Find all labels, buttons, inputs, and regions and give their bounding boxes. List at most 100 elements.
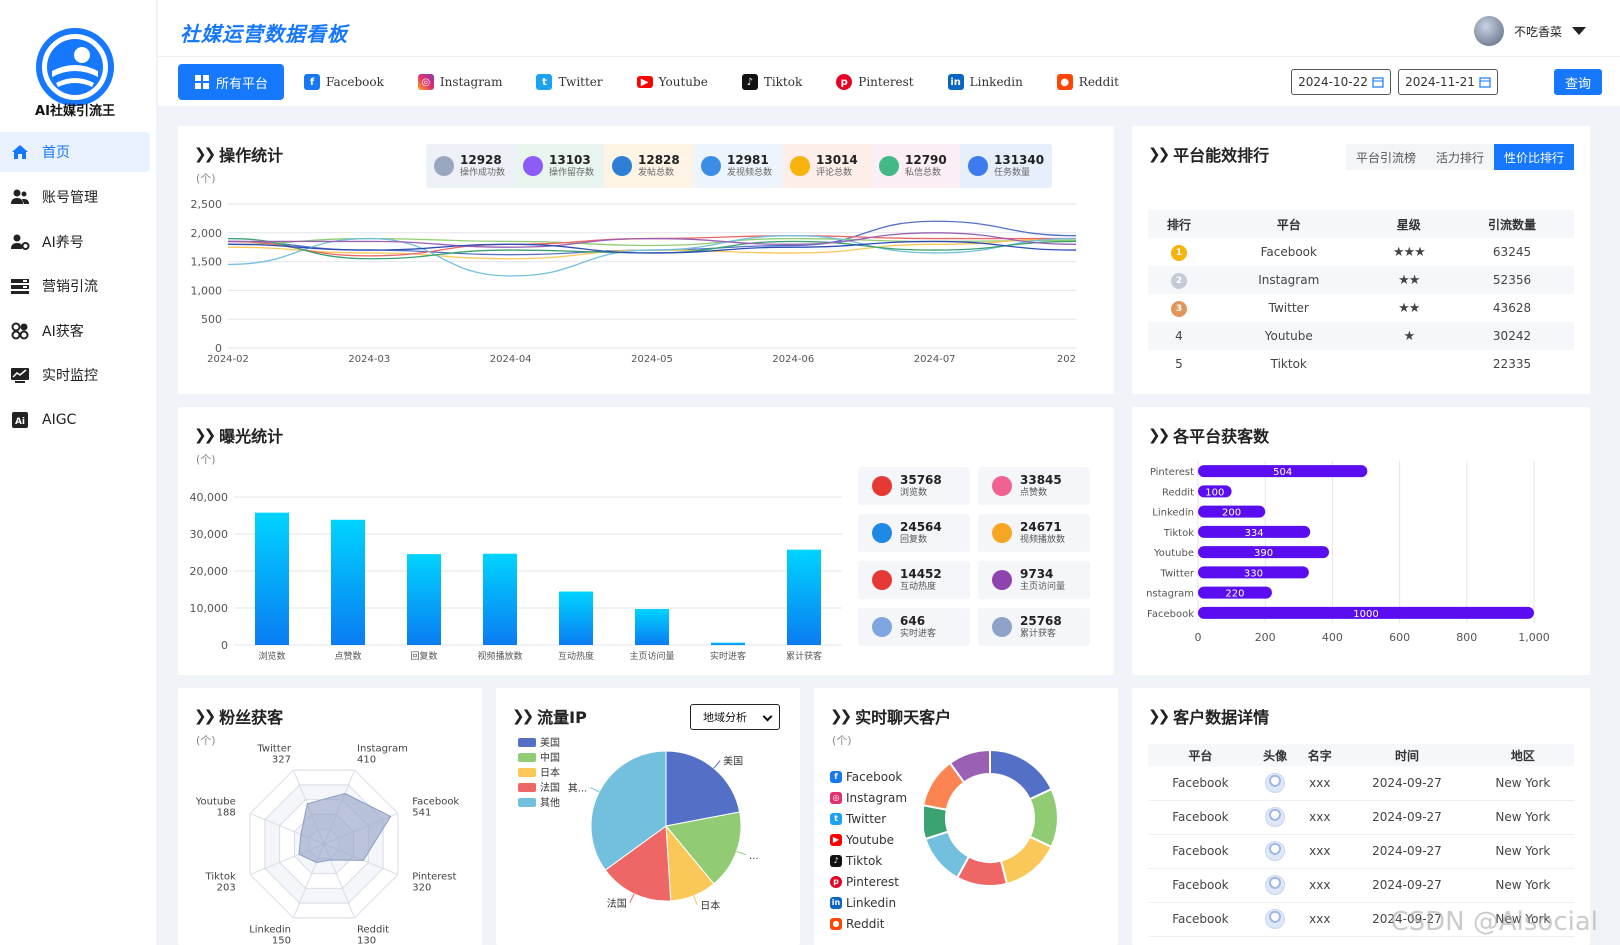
legend-item[interactable]: in Linkedin xyxy=(830,892,907,913)
ai-icon: Ai xyxy=(12,412,28,428)
stat-value: 12928 xyxy=(460,153,502,167)
legend-item[interactable]: ♪ Tiktok xyxy=(830,850,907,871)
bar-1 xyxy=(1198,586,1272,599)
sidebar-item-home[interactable]: 首页 xyxy=(0,132,150,172)
sidebar-item-marketing[interactable]: 营销引流 xyxy=(0,266,150,306)
tab-reddit[interactable]: ● Reddit xyxy=(1043,64,1133,100)
table-row[interactable]: Facebook xxx 2024-09-27 New York xyxy=(1148,868,1574,903)
divider xyxy=(158,56,1620,57)
tab-twitter[interactable]: t Twitter xyxy=(522,64,616,100)
slice-label: 其... xyxy=(568,782,588,794)
sidebar-item-label: AI养号 xyxy=(42,235,84,251)
table-row[interactable]: Facebook xxx 2024-09-27 New York xyxy=(1148,902,1574,937)
region-cell: New York xyxy=(1471,834,1574,869)
tab-traffic-rank[interactable]: 平台引流榜 xyxy=(1345,144,1426,170)
exposure-stat-1: 33845 点赞数 xyxy=(978,467,1090,505)
time-cell: 2024-09-27 xyxy=(1342,800,1472,835)
tab-all-platforms[interactable]: 所有平台 xyxy=(178,64,285,100)
time-cell: 2024-09-27 xyxy=(1342,834,1472,869)
calendar-icon xyxy=(1372,77,1384,88)
sidebar-item-monitor[interactable]: 实时监控 xyxy=(0,355,150,395)
logo-icon xyxy=(36,28,114,106)
tab-activity-rank[interactable]: 活力排行 xyxy=(1425,144,1494,170)
legend-label: Youtube xyxy=(846,832,894,847)
radar-label: Facebook xyxy=(412,796,459,807)
x-tick-label: 回复数 xyxy=(410,650,437,662)
gold-medal-icon: 1 xyxy=(1170,244,1187,261)
stat-text: 12981 发视频总数 xyxy=(727,153,772,179)
select-value: 地域分析 xyxy=(703,711,747,724)
stat-label: 任务数量 xyxy=(994,168,1031,178)
slice-label: ... xyxy=(749,851,759,862)
tab-facebook[interactable]: f Facebook xyxy=(290,64,398,100)
end-date-input[interactable]: 2024-11-21 xyxy=(1398,69,1498,95)
reddit-icon: ● xyxy=(830,917,842,930)
stat-icon xyxy=(434,156,454,176)
tab-pinterest[interactable]: p Pinterest xyxy=(822,64,927,100)
acquire-title: 各平台获客数 xyxy=(1173,427,1270,446)
column-header: 地区 xyxy=(1471,744,1574,766)
table-row[interactable]: Facebook xxx 2024-09-27 New York xyxy=(1148,766,1574,801)
chat-unit: (个) xyxy=(832,734,852,747)
legend-item[interactable]: ▶ Youtube xyxy=(830,829,907,850)
traffic-card: ❯❯ 流量IP 地域分析 美国 中国 日本 法国 其他 美国... 日本 法国 其... xyxy=(496,688,800,945)
sidebar-item-accounts[interactable]: 账号管理 xyxy=(0,177,150,217)
card-title: ❯❯ 实时聊天客户 xyxy=(830,704,951,728)
x-tick-label: 浏览数 xyxy=(258,650,285,662)
tab-linkedin[interactable]: in Linkedin xyxy=(934,64,1037,100)
x-tick-label: 实时进客 xyxy=(710,650,746,662)
tab-value-rank[interactable]: 性价比排行 xyxy=(1493,144,1574,170)
y-tick-label: 10,000 xyxy=(190,602,229,615)
radar-label: Reddit xyxy=(357,925,389,936)
apps-icon xyxy=(194,74,210,90)
bar-3 xyxy=(1198,546,1330,559)
count-cell: 22335 xyxy=(1492,357,1532,371)
start-date-input[interactable]: 2024-10-22 xyxy=(1291,69,1391,95)
table-row[interactable]: Facebook xxx 2024-09-27 New York xyxy=(1148,834,1574,869)
query-button[interactable]: 查询 xyxy=(1554,69,1602,95)
sidebar-item-aigc[interactable]: Ai AIGC xyxy=(0,400,150,440)
x-tick-label: 1,000 xyxy=(1518,631,1550,644)
radar-value: 130 xyxy=(357,936,376,944)
y-tick-label: 30,000 xyxy=(190,528,229,541)
sidebar-item-ai-nurture[interactable]: AI养号 xyxy=(0,222,150,262)
platform-cell: Facebook xyxy=(1148,902,1253,937)
tab-youtube[interactable]: ▶ Youtube xyxy=(623,64,722,100)
stat-icon xyxy=(872,523,892,543)
region-cell: New York xyxy=(1471,902,1574,937)
table-row: 4 Youtube ★ 30242 xyxy=(1148,322,1574,350)
stat-label: 操作留存数 xyxy=(549,168,595,178)
tab-label: Linkedin xyxy=(969,75,1023,89)
avatar xyxy=(1265,841,1286,861)
tab-label: Pinterest xyxy=(858,75,914,89)
stat-value: 35768 xyxy=(900,473,942,487)
legend-item[interactable]: p Pinterest xyxy=(830,871,907,892)
time-cell: 2024-09-27 xyxy=(1342,766,1472,801)
user-menu[interactable]: 不吃香菜 xyxy=(1473,16,1586,46)
bar-4 xyxy=(559,591,593,645)
stat-icon xyxy=(790,156,810,176)
sidebar-item-ai-acquire[interactable]: AI获客 xyxy=(0,311,150,351)
table-row: 2 Instagram ★★ 52356 xyxy=(1148,266,1574,294)
legend-item[interactable]: f Facebook xyxy=(830,766,907,787)
y-tick-label: Twitter xyxy=(1159,568,1194,579)
stat-label: 浏览数 xyxy=(900,488,928,498)
table-row[interactable]: Facebook xxx 2024-09-27 New York xyxy=(1148,800,1574,835)
bar-value-label: 1000 xyxy=(1353,609,1378,620)
legend-item[interactable]: ◎ Instagram xyxy=(830,787,907,808)
region-cell: New York xyxy=(1471,868,1574,903)
table-row: 3 Twitter ★★ 43628 xyxy=(1148,294,1574,322)
legend-item[interactable]: t Twitter xyxy=(830,808,907,829)
region-select[interactable]: 地域分析 xyxy=(690,704,780,730)
tab-tiktok[interactable]: ♪ Tiktok xyxy=(728,64,816,100)
x-tick-label: 400 xyxy=(1322,631,1343,644)
tab-instagram[interactable]: ◎ Instagram xyxy=(404,64,517,100)
stat-text: 25768 累计获客 xyxy=(1020,614,1062,640)
exposure-stat-4: 14452 互动热度 xyxy=(858,561,970,599)
watermark: CSDN @Alsocial xyxy=(1390,907,1598,937)
instagram-icon: ◎ xyxy=(417,74,434,90)
legend-item[interactable]: ● Reddit xyxy=(830,913,907,934)
pie-slice-3 xyxy=(604,825,672,902)
stat-text: 9734 主页访问量 xyxy=(1020,567,1065,593)
monitor-icon xyxy=(11,368,29,383)
